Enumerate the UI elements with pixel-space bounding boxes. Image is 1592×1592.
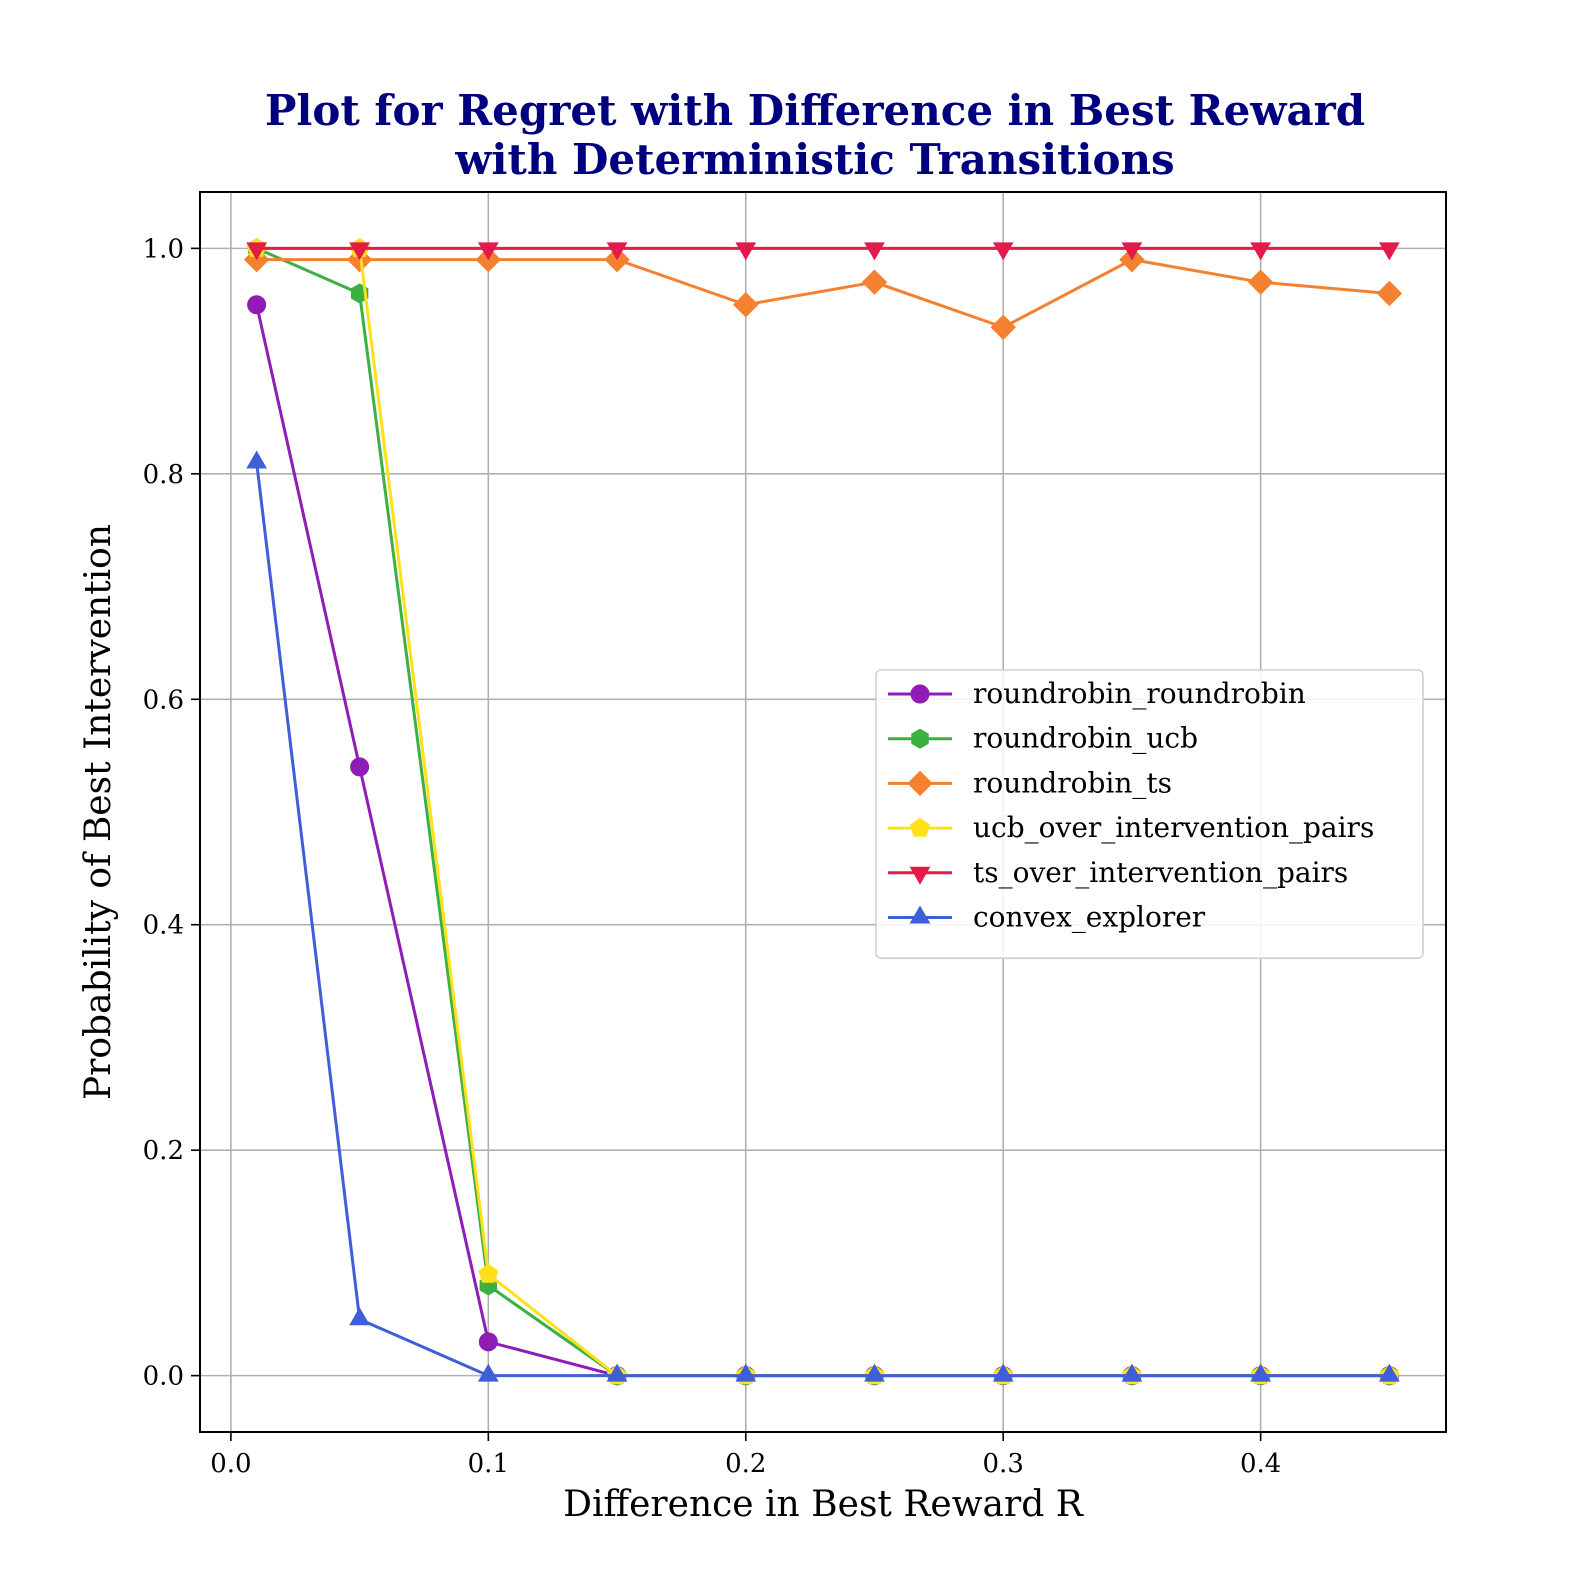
data-point <box>735 242 757 261</box>
legend-item: roundrobin_roundrobin <box>888 677 1306 710</box>
y-tick-label: 0.6 <box>143 685 184 715</box>
data-point <box>349 1307 371 1326</box>
legend-marker <box>909 866 931 885</box>
legend-marker <box>910 684 930 704</box>
legend-label: convex_explorer <box>973 901 1206 934</box>
x-tick-label: 0.3 <box>983 1449 1024 1479</box>
legend-label: ts_over_intervention_pairs <box>973 856 1348 889</box>
data-point <box>350 757 370 777</box>
x-tick-label: 0.0 <box>210 1449 251 1479</box>
data-point <box>477 242 499 261</box>
data-point <box>1378 242 1400 261</box>
y-tick-label: 0.8 <box>143 460 184 490</box>
series-line <box>255 462 1390 1378</box>
y-tick-label: 0.4 <box>143 911 184 941</box>
series-line <box>256 258 1390 329</box>
data-point <box>478 1263 499 1283</box>
series-roundrobin_ts <box>243 246 1403 340</box>
legend-label: ucb_over_intervention_pairs <box>973 811 1374 844</box>
legend-marker <box>909 817 931 837</box>
legend-marker <box>907 770 933 797</box>
legend-item: ts_over_intervention_pairs <box>888 856 1348 889</box>
legend-item: ucb_over_intervention_pairs <box>888 811 1374 844</box>
y-axis-label: Probability of Best Intervention <box>78 524 119 1100</box>
y-tick-label: 1.0 <box>143 234 184 264</box>
series-group <box>243 237 1403 1386</box>
data-point <box>990 314 1016 340</box>
legend-marker <box>911 728 929 749</box>
x-tick-label: 0.2 <box>725 1449 766 1479</box>
legend-label: roundrobin_ucb <box>973 722 1198 755</box>
legend-label: roundrobin_ts <box>973 766 1172 799</box>
data-point <box>1378 1363 1400 1382</box>
data-point <box>992 242 1014 261</box>
plot-frame <box>199 191 1447 1433</box>
legend-item: roundrobin_ucb <box>888 722 1198 755</box>
y-tick-label: 0.2 <box>143 1136 184 1166</box>
data-point <box>992 1363 1014 1382</box>
legend-item: convex_explorer <box>888 901 1206 934</box>
data-point <box>246 242 268 261</box>
data-point <box>247 295 267 315</box>
data-point <box>1247 269 1274 295</box>
legend: roundrobin_roundrobin roundrobin_ucbround… <box>875 669 1424 960</box>
legend-box <box>875 669 1424 960</box>
data-point <box>733 292 759 318</box>
data-point <box>1121 1363 1143 1382</box>
data-point <box>861 269 888 295</box>
data-point <box>477 1363 499 1382</box>
x-axis-label: Difference in Best Reward R <box>563 1484 1084 1525</box>
data-point <box>606 242 628 261</box>
chart-title-line-1: Plot for Regret with Difference in Best … <box>265 86 1365 135</box>
data-point <box>864 242 885 261</box>
x-tick-label: 0.1 <box>468 1449 509 1479</box>
legend-marker <box>909 905 931 924</box>
data-point <box>864 1363 885 1382</box>
y-tick-label: 0.0 <box>143 1362 184 1392</box>
data-point <box>606 1363 628 1382</box>
data-point <box>478 1332 498 1352</box>
chart-title-line-2: with Deterministic Transitions <box>454 135 1174 184</box>
series-ts_over_intervention_pairs <box>246 242 1400 261</box>
legend-label: roundrobin_roundrobin <box>973 677 1306 710</box>
data-point <box>1250 1363 1272 1382</box>
data-point <box>1250 242 1272 261</box>
data-point <box>349 242 371 261</box>
ticks: 0.0 0.1 0.2 0.3 0.4 0.0 0.2 0.4 0.6 0.8 1.0 <box>143 234 1282 1479</box>
series-convex_explorer <box>246 450 1400 1382</box>
data-point <box>1121 242 1143 261</box>
data-point <box>246 450 268 469</box>
data-point <box>1376 280 1403 307</box>
legend-item: roundrobin_ts <box>888 766 1172 799</box>
x-tick-label: 0.4 <box>1240 1449 1281 1479</box>
data-point <box>735 1363 757 1382</box>
